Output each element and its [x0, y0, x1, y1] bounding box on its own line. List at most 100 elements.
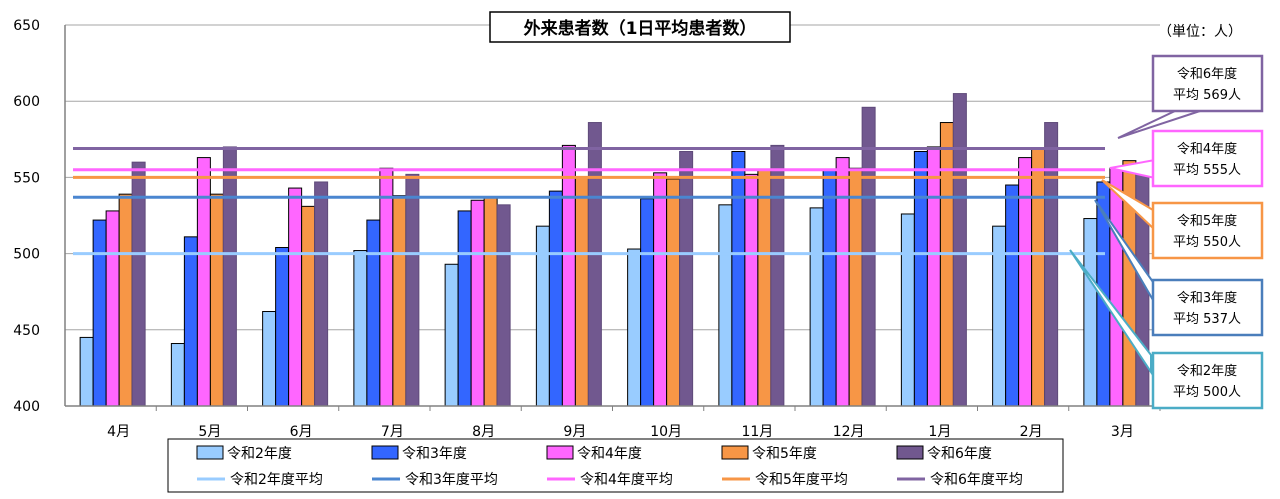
callout-box [1151, 201, 1264, 260]
legend-label: 令和3年度 [402, 446, 467, 462]
bar-4-11 [1109, 167, 1124, 407]
legend-label: 令和4年度平均 [580, 472, 673, 488]
bar-2-2 [262, 311, 277, 407]
legend-label: 令和3年度平均 [405, 472, 498, 488]
x-tick-label: 10月 [650, 424, 682, 440]
callout-value: 平均 569人 [1173, 88, 1241, 103]
bar-4-10 [1018, 157, 1033, 407]
bar-6-2 [314, 181, 329, 407]
bar-3-1 [183, 236, 198, 407]
x-tick-label: 6月 [290, 424, 313, 440]
bar-2-4 [444, 263, 459, 407]
x-tick-label: 8月 [472, 424, 495, 440]
bar-6-0 [131, 161, 146, 407]
bar-4-4 [470, 199, 485, 407]
bar-3-0 [92, 219, 107, 407]
x-tick-label: 3月 [1111, 424, 1134, 440]
bar-4-0 [105, 210, 120, 407]
chart-title: 外来患者数（1日平均患者数） [524, 18, 757, 39]
bar-3-10 [1005, 184, 1020, 407]
legend-label: 令和4年度 [577, 446, 642, 462]
bar-2-3 [353, 250, 368, 407]
bar-6-5 [587, 122, 602, 407]
x-tick-label: 12月 [833, 424, 865, 440]
callout-box [1151, 54, 1264, 113]
bar-4-8 [835, 157, 850, 407]
bar-6-10 [1044, 122, 1059, 407]
x-tick-label: 7月 [381, 424, 404, 440]
y-tick-label: 450 [13, 323, 40, 339]
callout-令和4年度: 令和4年度平均 555人 [1109, 129, 1264, 188]
callout-value: 平均 550人 [1173, 235, 1241, 250]
bar-2-11 [1083, 218, 1098, 407]
bar-3-5 [548, 190, 563, 407]
x-tick-label: 9月 [563, 424, 586, 440]
bar-4-7 [744, 173, 759, 407]
bar-4-9 [926, 146, 941, 407]
x-tick-label: 2月 [1020, 424, 1043, 440]
callout-box [1151, 278, 1264, 337]
bar-6-3 [405, 173, 420, 407]
bar-3-6 [640, 198, 655, 407]
callout-label: 令和6年度 [1177, 66, 1237, 82]
legend-label: 令和5年度 [752, 446, 817, 462]
bar-5-3 [392, 195, 407, 407]
bar-3-7 [731, 150, 746, 407]
bar-2-0 [79, 336, 94, 407]
legend-swatch [371, 445, 399, 460]
y-tick-label: 400 [13, 399, 40, 415]
legend-label: 令和6年度平均 [930, 472, 1023, 488]
x-tick-label: 1月 [928, 424, 951, 440]
callout-令和5年度: 令和5年度平均 550人 [1101, 179, 1264, 260]
callout-pointer [1069, 249, 1152, 376]
y-tick-label: 600 [13, 94, 40, 110]
callout-value: 平均 500人 [1173, 385, 1241, 400]
bar-5-10 [1031, 147, 1046, 407]
x-tick-label: 4月 [107, 424, 130, 440]
legend-label: 令和5年度平均 [755, 472, 848, 488]
bar-6-1 [222, 146, 237, 407]
y-tick-label: 550 [13, 170, 40, 186]
bar-2-7 [718, 204, 733, 407]
callout-box [1151, 351, 1264, 410]
bar-2-8 [809, 207, 824, 407]
legend-swatch [196, 445, 224, 460]
bar-6-7 [770, 144, 785, 407]
bar-5-5 [574, 176, 589, 407]
legend-swatch [721, 445, 749, 460]
callout-value: 平均 537人 [1173, 312, 1241, 327]
x-tick-label: 11月 [741, 424, 773, 440]
callout-令和6年度: 令和6年度平均 569人 [1117, 54, 1264, 139]
bar-3-9 [913, 150, 928, 407]
bar-6-4 [496, 204, 511, 407]
bar-2-6 [627, 248, 642, 407]
bar-6-8 [861, 106, 876, 407]
legend-label: 令和6年度 [927, 446, 992, 462]
callout-label: 令和5年度 [1177, 213, 1237, 229]
bar-4-3 [379, 167, 394, 407]
callout-box [1151, 129, 1264, 188]
chart-title-box: 外来患者数（1日平均患者数） [489, 11, 791, 43]
bar-3-3 [366, 219, 381, 407]
callout-label: 令和4年度 [1177, 141, 1237, 157]
bar-5-9 [939, 122, 954, 407]
legend-label: 令和2年度平均 [230, 472, 323, 488]
callout-label: 令和2年度 [1177, 363, 1237, 379]
legend-swatch [896, 445, 924, 460]
unit-label: （単位：人） [1158, 24, 1242, 40]
bar-5-1 [209, 193, 224, 407]
bar-4-6 [653, 172, 668, 407]
callout-令和2年度: 令和2年度平均 500人 [1069, 249, 1264, 410]
bar-5-7 [757, 169, 772, 407]
bar-5-6 [666, 178, 681, 407]
bar-5-0 [118, 193, 133, 407]
bar-4-5 [561, 144, 576, 407]
callout-令和3年度: 令和3年度平均 537人 [1094, 199, 1264, 337]
y-tick-label: 500 [13, 247, 40, 263]
bar-4-1 [196, 157, 211, 407]
bar-3-8 [822, 169, 837, 407]
bar-5-2 [301, 205, 316, 407]
x-tick-label: 5月 [198, 424, 221, 440]
